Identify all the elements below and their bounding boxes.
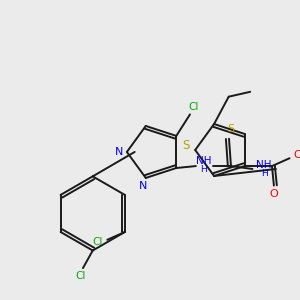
- Text: NH: NH: [256, 160, 272, 170]
- Text: S: S: [183, 139, 190, 152]
- Text: H: H: [261, 169, 268, 178]
- Text: H: H: [200, 166, 207, 175]
- Text: NH: NH: [196, 156, 212, 166]
- Text: Cl: Cl: [76, 271, 86, 281]
- Text: Cl: Cl: [92, 237, 103, 247]
- Text: S: S: [227, 124, 235, 134]
- Text: N: N: [115, 147, 123, 157]
- Text: O: O: [293, 150, 300, 160]
- Text: N: N: [139, 181, 147, 191]
- Text: O: O: [269, 189, 278, 200]
- Text: Cl: Cl: [189, 102, 199, 112]
